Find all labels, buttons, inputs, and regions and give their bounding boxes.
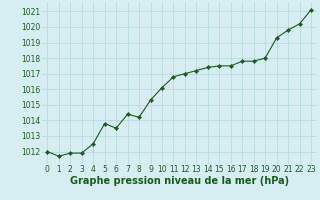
X-axis label: Graphe pression niveau de la mer (hPa): Graphe pression niveau de la mer (hPa) bbox=[70, 176, 289, 186]
